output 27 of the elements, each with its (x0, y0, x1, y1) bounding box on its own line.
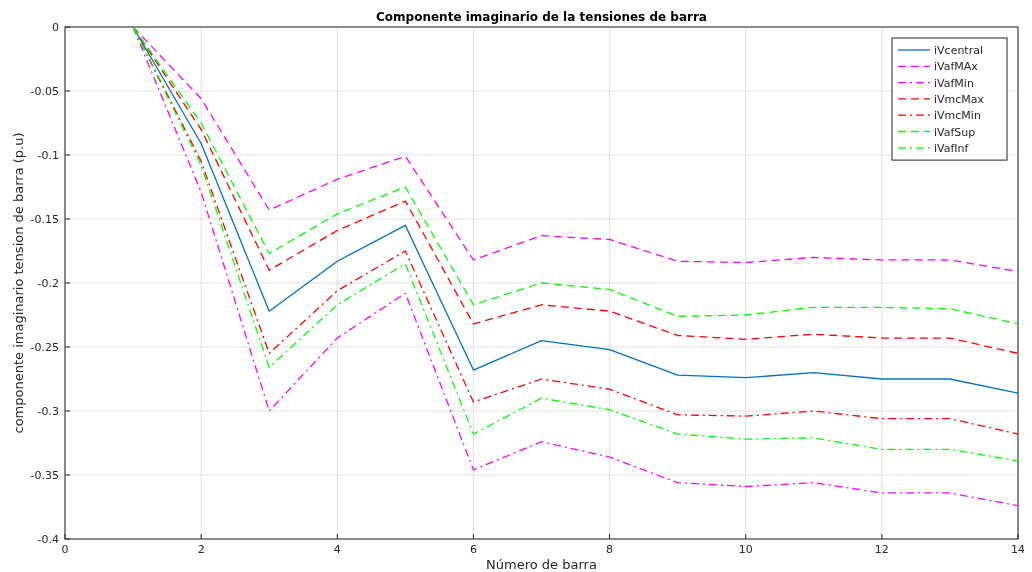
legend-label: iVafMAx (934, 60, 979, 74)
x-tick-label: 0 (61, 543, 69, 556)
x-tick-label: 10 (738, 543, 753, 556)
x-tick-label: 14 (1011, 543, 1025, 556)
y-tick-label: -0.25 (30, 341, 59, 354)
y-tick-label: -0.15 (30, 213, 59, 226)
y-tick-label: -0.1 (37, 149, 59, 162)
legend-label: iVmcMax (934, 92, 985, 106)
x-tick-label: 2 (197, 543, 205, 556)
chart-title: Componente imaginario de la tensiones de barra (376, 10, 707, 24)
y-tick-label: 0 (52, 21, 59, 34)
legend-label: iVmcMin (934, 109, 981, 123)
y-tick-label: -0.2 (37, 277, 59, 290)
x-tick-label: 4 (333, 543, 341, 556)
y-tick-label: -0.4 (37, 533, 59, 546)
legend-label: iVcentral (934, 44, 984, 57)
y-tick-label: -0.3 (37, 405, 59, 418)
x-tick-label: 8 (606, 543, 614, 556)
legend-label: iVafInf (934, 141, 970, 155)
legend-label: iVafMin (934, 76, 974, 90)
y-tick-label: -0.35 (30, 469, 59, 482)
y-axis-title: componente imaginario tension de barra (p.u) (11, 132, 26, 434)
x-tick-label: 12 (874, 543, 889, 556)
y-tick-label: -0.05 (30, 85, 59, 98)
x-tick-label: 6 (469, 543, 477, 556)
legend-label: iVafSup (934, 125, 976, 139)
x-axis-title: Número de barra (486, 557, 597, 572)
